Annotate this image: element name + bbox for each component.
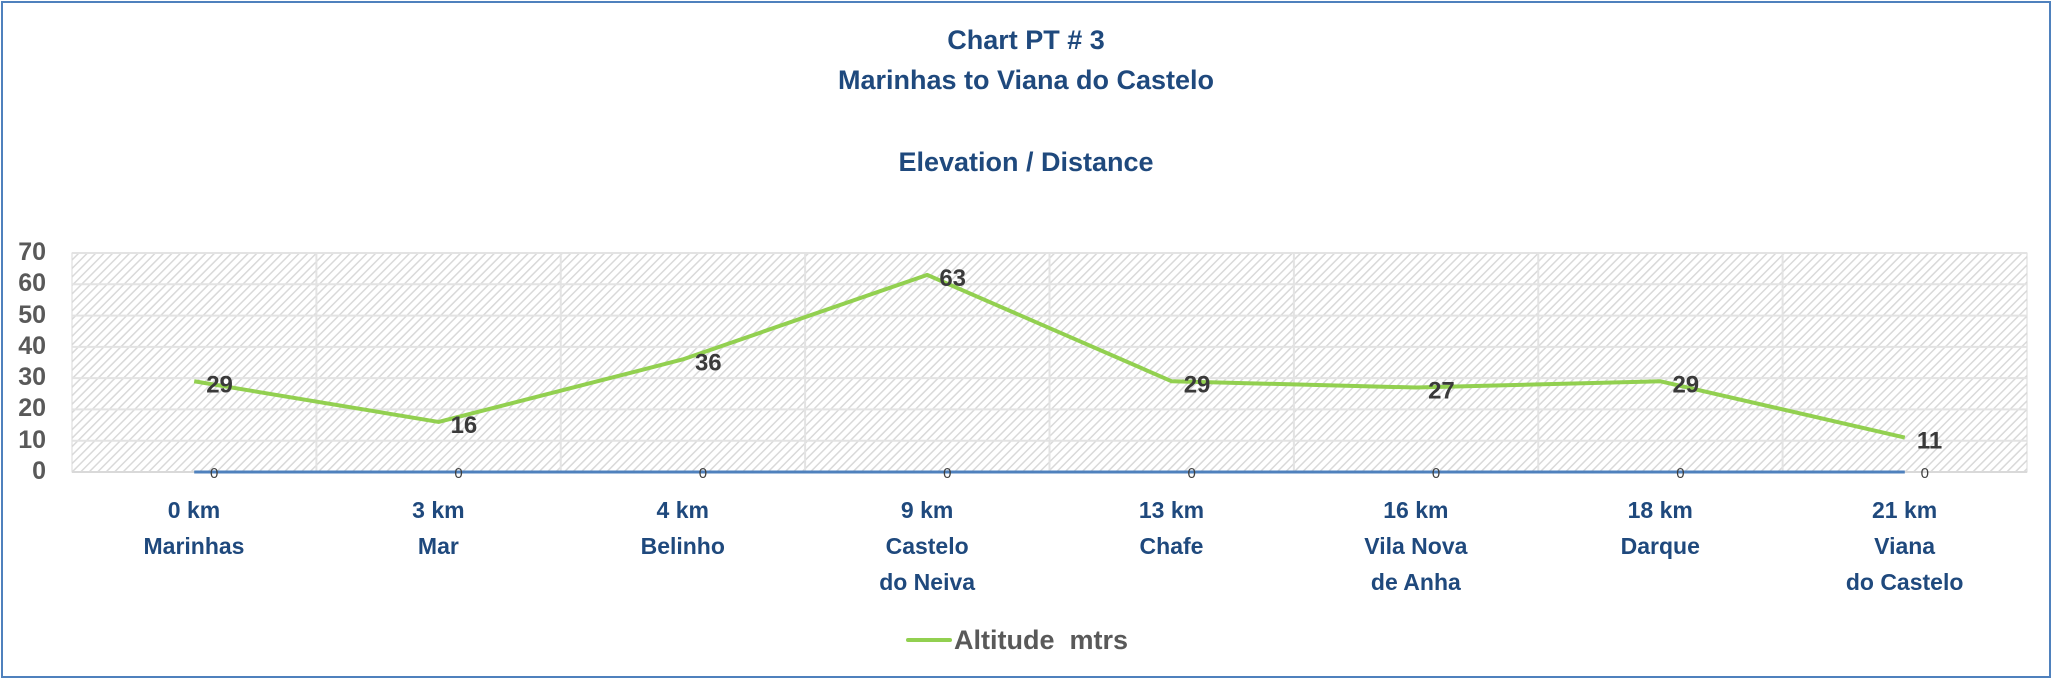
baseline-data-label: 0: [1432, 465, 1440, 482]
category-distance: 3 km: [412, 497, 465, 523]
chart-subtitle: Elevation / Distance: [898, 147, 1154, 177]
y-tick-label: 10: [18, 425, 46, 454]
baseline-data-label: 0: [210, 465, 218, 482]
y-tick-label: 40: [18, 331, 46, 360]
altitude-data-label: 29: [206, 371, 233, 398]
x-category-label: 18 km Darque: [1538, 492, 1782, 564]
y-tick-label: 60: [18, 269, 46, 298]
baseline-data-label: 0: [454, 465, 462, 482]
category-place: do Castelo: [1845, 569, 1964, 595]
category-place: Marinhas: [143, 533, 245, 559]
category-place: Vila Nova: [1364, 533, 1468, 559]
category-place: Chafe: [1139, 533, 1204, 559]
altitude-data-label: 63: [939, 265, 966, 292]
altitude-data-label: 36: [695, 349, 722, 376]
category-place: Castelo: [885, 533, 969, 559]
category-place: Darque: [1620, 533, 1700, 559]
category-place: do Neiva: [879, 569, 976, 595]
y-tick-label: 30: [18, 363, 46, 392]
y-tick-label: 50: [18, 300, 46, 329]
baseline-data-label: 0: [1921, 465, 1929, 482]
legend-label: Altitude mtrs: [954, 624, 1129, 655]
legend-line-swatch-icon: [906, 638, 952, 642]
altitude-series-line: [193, 272, 1906, 440]
altitude-data-label: 11: [1917, 428, 1942, 455]
category-distance: 18 km: [1627, 497, 1693, 523]
chart-title-route: Marinhas to Viana do Castelo: [837, 65, 1215, 95]
baseline-data-label: 0: [1676, 465, 1684, 482]
x-category-label: 9 km Castelo do Neiva: [805, 492, 1049, 600]
category-distance: 13 km: [1138, 497, 1205, 523]
y-tick-label: 20: [18, 394, 46, 423]
category-place: Mar: [417, 533, 459, 559]
y-tick-label: 70: [18, 238, 46, 266]
category-place: Viana: [1874, 533, 1936, 559]
category-distance: 21 km: [1872, 497, 1938, 523]
x-category-label: 13 km Chafe: [1050, 492, 1294, 564]
category-place: Belinho: [640, 533, 725, 559]
x-category-label: 0 km Marinhas: [72, 492, 316, 564]
baseline-data-label: 0: [699, 465, 707, 482]
altitude-data-label: 29: [1184, 371, 1211, 398]
altitude-data-label: 16: [451, 412, 478, 439]
category-distance: 4 km: [656, 497, 709, 523]
category-distance: 9 km: [900, 497, 954, 523]
y-tick-label: 0: [32, 457, 46, 485]
category-distance: 0 km: [167, 497, 221, 523]
chart-title: Chart PT # 3: [947, 25, 1105, 55]
baseline-data-label: 0: [1188, 465, 1196, 482]
altitude-data-label: 27: [1428, 378, 1455, 405]
x-category-label: 4 km Belinho: [561, 492, 805, 564]
legend: Altitude mtrs: [906, 620, 1128, 660]
x-category-label: 16 km Vila Nova de Anha: [1294, 492, 1538, 600]
category-distance: 16 km: [1383, 497, 1449, 523]
category-place: de Anha: [1370, 569, 1461, 595]
x-category-label: 3 km Mar: [316, 492, 560, 564]
baseline-data-label: 0: [943, 465, 951, 482]
x-category-label: 21 km Viana do Castelo: [1783, 492, 2027, 600]
altitude-data-label: 29: [1672, 371, 1699, 398]
